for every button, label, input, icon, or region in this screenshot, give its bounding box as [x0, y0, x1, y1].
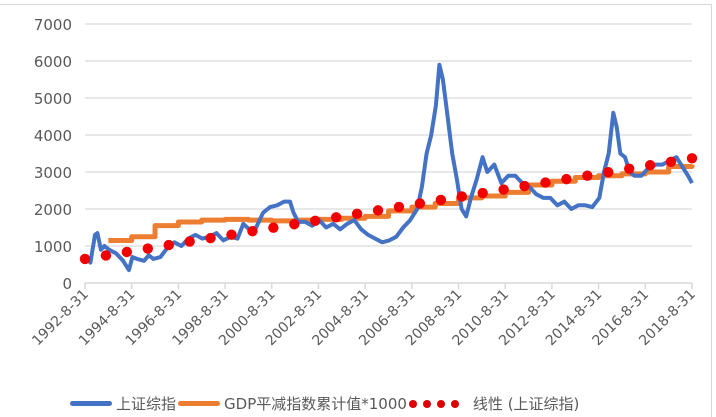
legend-label: GDP平减指数累计值*1000 — [224, 395, 407, 413]
y-tick-label: 5000 — [34, 90, 72, 108]
y-tick-label: 7000 — [34, 16, 72, 34]
trendline-dot — [686, 153, 698, 164]
trendline-dot — [163, 239, 174, 251]
trendline-dot — [435, 194, 447, 206]
trendline-dot — [121, 246, 133, 258]
y-tick-label: 1000 — [34, 238, 72, 256]
trendline-dot — [665, 156, 677, 167]
legend-item-shanghai-index[interactable]: 上证综指 — [70, 393, 176, 414]
chart-frame — [0, 4, 712, 417]
trendline-dot — [268, 222, 279, 233]
trendline-dot — [205, 232, 216, 244]
trendline-dot — [477, 187, 488, 199]
trendline-dot — [79, 253, 91, 265]
trendline-dot — [351, 208, 363, 220]
y-tick-label: 6000 — [34, 53, 72, 71]
trendline-dot — [561, 173, 572, 185]
trendline-dot — [289, 219, 300, 230]
trendline-dot — [603, 166, 614, 178]
x-axis: 1992-8-311994-8-311996-8-311998-8-312000… — [29, 282, 699, 349]
legend-label: 上证综指 — [116, 395, 177, 413]
shanghai-index-line — [83, 62, 694, 273]
trendline-dot — [184, 236, 195, 247]
legend-label: 线性 (上证综指) — [472, 395, 580, 413]
trendline-dot — [100, 250, 112, 261]
y-tick-label: 3000 — [34, 164, 72, 182]
legend-swatch-blue-line — [70, 401, 112, 406]
chart-plot: 0 1000 2000 3000 4000 5000 6000 7000 1992-8-311… — [29, 16, 699, 349]
y-tick-label: 0 — [62, 275, 72, 293]
gdp-deflator-line — [108, 163, 695, 243]
trendline-dot — [247, 225, 258, 237]
y-tick-label: 4000 — [34, 127, 72, 145]
y-axis-labels: 0 1000 2000 3000 4000 5000 6000 7000 — [34, 16, 72, 293]
legend-swatch-orange-line — [178, 401, 221, 406]
series-layer — [79, 62, 698, 273]
trendline-dot — [519, 180, 530, 192]
trendline-dot — [624, 163, 635, 174]
trendline-dot — [372, 205, 384, 216]
legend: 上证综指 GDP平减指数累计值*1000 线性 (上证综指) — [70, 393, 579, 414]
legend-item-gdp-deflator[interactable]: GDP平减指数累计值*1000 — [176, 393, 407, 414]
trendline-dot — [644, 160, 656, 171]
trendline-dot — [540, 177, 551, 188]
trendline-dot — [498, 184, 509, 195]
trendline-dot — [582, 170, 593, 181]
legend-item-linear-trend[interactable]: 线性 (上证综指) — [407, 393, 579, 414]
trendline-dot — [393, 201, 405, 213]
trendline-dot — [456, 191, 467, 202]
trendline-dot — [310, 215, 321, 226]
trendline-dot — [330, 212, 342, 223]
trendline-dot — [414, 198, 426, 209]
y-tick-label: 2000 — [34, 201, 72, 219]
trendline-dot — [142, 243, 153, 254]
legend-swatch-red-dots — [408, 399, 459, 408]
trendline-dot — [226, 229, 237, 240]
